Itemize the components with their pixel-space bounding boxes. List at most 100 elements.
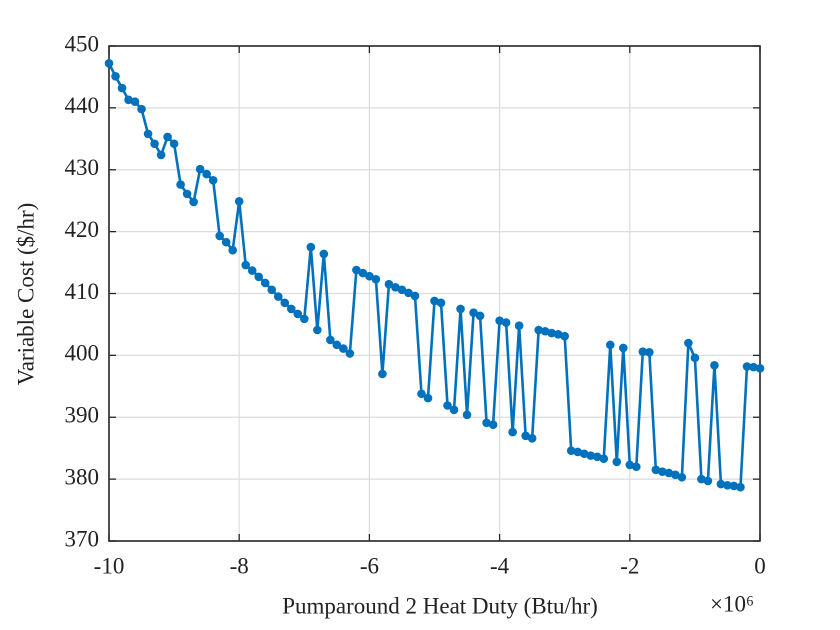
data-point [195, 164, 205, 174]
data-point [124, 95, 133, 105]
data-point [599, 454, 609, 464]
data-point [697, 474, 706, 484]
data-point [332, 340, 342, 350]
x-multiplier: ×10⁶ [710, 591, 754, 616]
data-point [169, 139, 179, 149]
y-tick-label: 370 [65, 526, 100, 551]
data-point [228, 245, 237, 255]
data-point [156, 150, 166, 160]
data-point [117, 83, 127, 93]
x-tick-label: -10 [94, 553, 125, 578]
data-point [508, 427, 517, 437]
data-point [111, 72, 120, 81]
data-point [690, 353, 700, 363]
x-tick-label: -8 [230, 553, 249, 578]
data-point [365, 271, 374, 281]
data-point [221, 237, 231, 247]
data-point [612, 457, 622, 467]
data-point [586, 451, 596, 460]
data-point [371, 274, 381, 284]
data-point [202, 169, 211, 179]
data-point [397, 285, 407, 295]
data-point [488, 420, 498, 429]
data-point [755, 364, 765, 373]
data-point [651, 465, 661, 475]
data-point [729, 481, 739, 491]
data-point [462, 410, 472, 420]
data-point [176, 180, 185, 189]
x-tick-label: 0 [754, 553, 766, 578]
data-point [592, 452, 602, 462]
data-point [703, 476, 713, 486]
data-point [645, 347, 654, 357]
data-point [632, 462, 641, 472]
data-point [482, 418, 491, 428]
data-point [469, 308, 478, 317]
data-point [137, 104, 146, 114]
data-point [540, 326, 550, 336]
data-point [710, 360, 719, 370]
data-point [475, 311, 485, 321]
data-point [443, 401, 452, 410]
data-point [358, 268, 368, 278]
data-point [247, 266, 257, 275]
y-tick-label: 410 [65, 279, 100, 304]
data-point [143, 129, 153, 139]
data-point [501, 318, 511, 327]
y-axis-label: Variable Cost ($/hr) [13, 203, 38, 386]
y-tick-label: 450 [65, 31, 100, 56]
data-point [553, 330, 563, 339]
data-point [417, 389, 426, 399]
data-line [107, 62, 761, 489]
data-point [104, 59, 114, 68]
data-point [326, 335, 335, 345]
data-point [306, 242, 316, 252]
data-point [456, 304, 465, 314]
data-point [521, 431, 530, 441]
data-point [345, 349, 355, 358]
data-point [319, 249, 329, 259]
data-point [684, 338, 693, 348]
data-point [658, 467, 667, 477]
data-point [560, 331, 569, 341]
y-tick-label: 390 [65, 403, 100, 428]
data-point [404, 288, 413, 298]
data-point [423, 393, 433, 403]
y-tick-label: 420 [65, 217, 100, 242]
data-point [280, 298, 290, 308]
data-point [241, 260, 251, 270]
data-point [605, 340, 615, 350]
data-point [677, 472, 687, 482]
data-point [410, 291, 420, 301]
data-point [189, 197, 198, 207]
data-point [273, 292, 283, 301]
plot-frame [108, 45, 761, 542]
data-point [430, 296, 439, 306]
data-point [723, 481, 732, 490]
y-tick-label: 440 [65, 93, 100, 118]
data-point [293, 309, 303, 319]
y-tick-label: 380 [65, 464, 100, 489]
data-point [671, 470, 680, 480]
data-point [742, 362, 752, 371]
data-point [547, 328, 556, 338]
data-point [736, 482, 745, 492]
data-point [716, 479, 726, 489]
data-point [286, 304, 296, 314]
x-tick-label: -4 [490, 553, 510, 578]
data-point [391, 283, 400, 292]
data-point [514, 321, 524, 330]
data-point [208, 175, 218, 185]
x-tick-label: -6 [360, 553, 379, 578]
data-point [579, 449, 589, 459]
data-point [215, 231, 224, 241]
data-point [234, 197, 244, 206]
data-point [300, 314, 309, 324]
data-point [566, 446, 576, 455]
data-point [664, 468, 674, 478]
data-point [260, 278, 270, 288]
data-point [495, 316, 504, 326]
data-point [378, 369, 387, 379]
x-axis-label: Pumparound 2 Heat Duty (Btu/hr) [282, 593, 598, 618]
